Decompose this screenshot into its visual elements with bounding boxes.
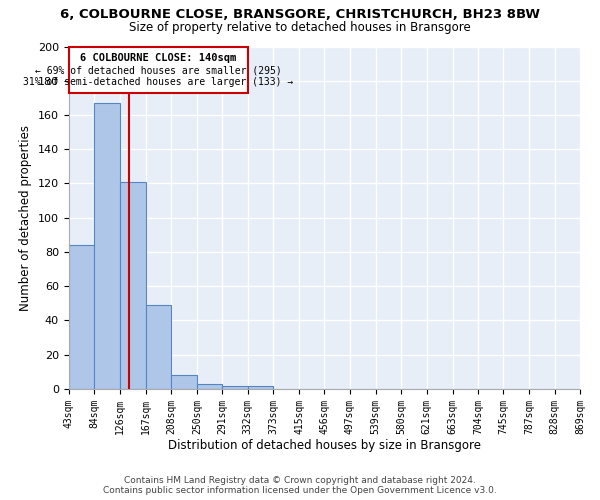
FancyBboxPatch shape	[69, 46, 248, 92]
Bar	[94, 103, 120, 389]
Bar	[69, 245, 94, 389]
Bar	[197, 384, 222, 389]
Bar	[171, 376, 197, 389]
Bar	[146, 305, 171, 389]
X-axis label: Distribution of detached houses by size in Bransgore: Distribution of detached houses by size …	[168, 440, 481, 452]
Text: Size of property relative to detached houses in Bransgore: Size of property relative to detached ho…	[129, 21, 471, 34]
Bar	[248, 386, 273, 389]
Text: Contains HM Land Registry data © Crown copyright and database right 2024.
Contai: Contains HM Land Registry data © Crown c…	[103, 476, 497, 495]
Text: 6, COLBOURNE CLOSE, BRANSGORE, CHRISTCHURCH, BH23 8BW: 6, COLBOURNE CLOSE, BRANSGORE, CHRISTCHU…	[60, 8, 540, 20]
Bar	[222, 386, 248, 389]
Text: 31% of semi-detached houses are larger (133) →: 31% of semi-detached houses are larger (…	[23, 78, 293, 88]
Y-axis label: Number of detached properties: Number of detached properties	[19, 124, 32, 310]
Text: ← 69% of detached houses are smaller (295): ← 69% of detached houses are smaller (29…	[35, 66, 281, 76]
Text: 6 COLBOURNE CLOSE: 140sqm: 6 COLBOURNE CLOSE: 140sqm	[80, 54, 236, 64]
Bar	[120, 182, 146, 389]
